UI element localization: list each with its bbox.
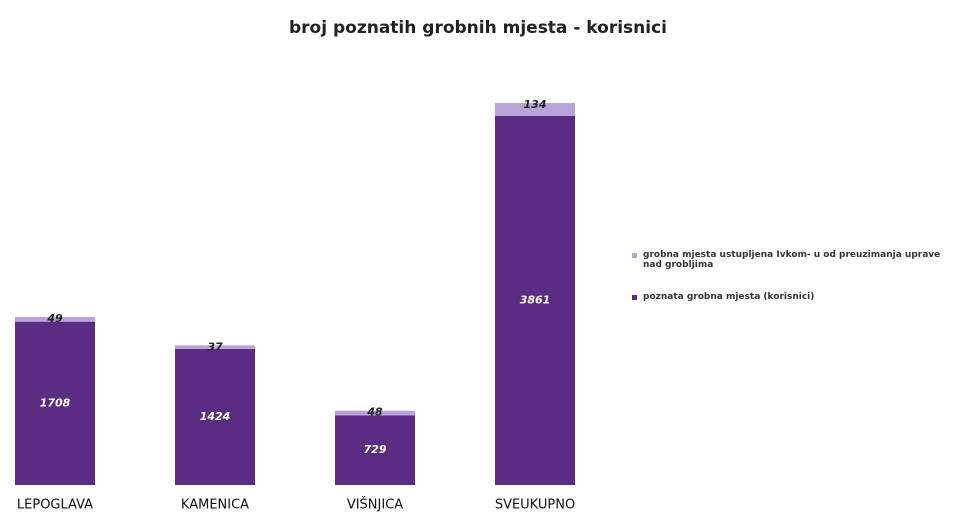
- data-label: 134: [524, 98, 547, 111]
- data-label: 1424: [200, 410, 231, 423]
- legend-item: grobna mjesta ustupljena Ivkom- u od pre…: [632, 250, 952, 270]
- data-label: 49: [46, 312, 63, 325]
- bar-segment: [15, 316, 95, 322]
- bar-segment: [15, 321, 95, 485]
- bar-segment: [495, 115, 575, 485]
- x-tick-label: LEPOGLAVA: [17, 498, 93, 513]
- x-tick-label: VIŠNJICA: [347, 497, 403, 513]
- legend-swatch: [632, 295, 637, 300]
- legend-swatch: [632, 253, 637, 258]
- data-label: 3861: [520, 293, 551, 306]
- data-label: 37: [207, 340, 223, 353]
- bar-segment: [495, 103, 575, 116]
- x-tick-label: SVEUKUPNO: [495, 498, 575, 513]
- legend-item: poznata grobna mjesta (korisnici): [632, 292, 952, 302]
- bar-segment: [175, 348, 255, 485]
- data-label: 1708: [40, 396, 71, 409]
- bar-segment: [175, 345, 255, 349]
- data-label: 729: [364, 443, 387, 456]
- chart-title: broj poznatih grobnih mjesta - korisnici: [289, 18, 667, 38]
- x-tick-label: KAMENICA: [181, 498, 249, 513]
- data-label: 48: [366, 406, 383, 419]
- bar-segment: [335, 415, 415, 485]
- legend-label: poznata grobna mjesta (korisnici): [643, 292, 815, 302]
- bar-segment: [335, 410, 415, 416]
- legend-label: grobna mjesta ustupljena Ivkom- u od pre…: [643, 250, 941, 270]
